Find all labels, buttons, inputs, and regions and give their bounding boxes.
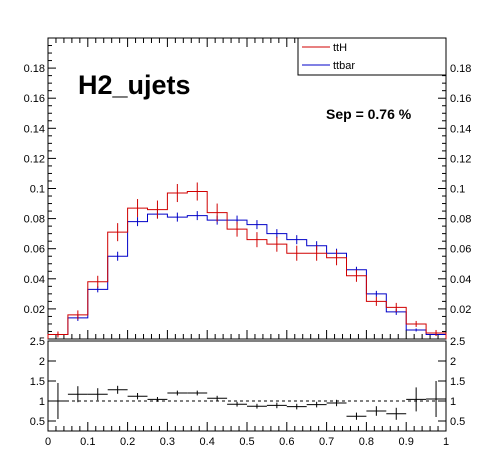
ratio-x-tick-label: 0.7 bbox=[319, 436, 334, 448]
main-y-tick-label-right: 0.12 bbox=[450, 153, 471, 165]
ratio-y-tick-label-right: 1 bbox=[450, 396, 456, 408]
ratio-x-tick-label: 0 bbox=[45, 436, 51, 448]
ratio-panel: 0.511.522.5 0.511.522.5 0 0.1 0.2 0.3 0.4 0.5… bbox=[30, 336, 466, 448]
ratio-y-tick-label-left: 1 bbox=[39, 396, 45, 408]
separation-annotation: Sep = 0.76 % bbox=[326, 106, 412, 122]
ratio-y-tick-label-left: 2.5 bbox=[30, 336, 45, 348]
ratio-x-tick-label: 0.1 bbox=[80, 436, 95, 448]
main-y-tick-label-right: 0.1 bbox=[450, 184, 465, 196]
main-y-tick-label-right: 0.14 bbox=[450, 123, 471, 135]
main-y-tick-label-left: 0.16 bbox=[24, 93, 45, 105]
main-y-tick-label-left: 0.02 bbox=[24, 304, 45, 316]
ratio-x-tick-label: 0.9 bbox=[399, 436, 414, 448]
ratio-y-tick-label-right: 0.5 bbox=[450, 416, 465, 428]
legend: ttH ttbar bbox=[298, 38, 446, 75]
ratio-x-tick-label: 0.8 bbox=[359, 436, 374, 448]
ratio-x-tick-label: 0.5 bbox=[239, 436, 254, 448]
legend-box bbox=[298, 38, 446, 75]
ratio-x-tick-label: 0.3 bbox=[160, 436, 175, 448]
ratio-y-tick-label-right: 1.5 bbox=[450, 376, 465, 388]
chart-title: H2_ujets bbox=[78, 70, 191, 100]
main-y-tick-label-right: 0.04 bbox=[450, 274, 471, 286]
main-y-tick-label-right: 0.18 bbox=[450, 63, 471, 75]
ratio-y-tick-label-left: 2 bbox=[39, 356, 45, 368]
ratio-y-tick-label-left: 0.5 bbox=[30, 416, 45, 428]
main-y-tick-label-left: 0.14 bbox=[24, 123, 45, 135]
main-y-tick-label-left: 0.1 bbox=[30, 184, 45, 196]
legend-label-ttbar: ttbar bbox=[333, 60, 355, 72]
ratio-plot-frame bbox=[48, 341, 446, 431]
legend-label-tth: ttH bbox=[333, 42, 347, 54]
main-y-tick-label-left: 0.04 bbox=[24, 274, 45, 286]
main-y-tick-label-right: 0.08 bbox=[450, 214, 471, 226]
main-y-tick-label-left: 0.06 bbox=[24, 244, 45, 256]
main-y-tick-label-left: 0.18 bbox=[24, 63, 45, 75]
main-y-tick-label-right: 0.02 bbox=[450, 304, 471, 316]
ratio-y-tick-label-right: 2.5 bbox=[450, 336, 465, 348]
ratio-x-tick-label: 1 bbox=[443, 436, 449, 448]
ratio-x-tick-label: 0.2 bbox=[120, 436, 135, 448]
main-y-tick-label-left: 0.08 bbox=[24, 214, 45, 226]
main-y-tick-label-right: 0.16 bbox=[450, 93, 471, 105]
ratio-x-tick-label: 0.6 bbox=[279, 436, 294, 448]
main-panel: 0.02 0.04 0.06 0.08 0.1 0.12 0.14 0.16 0.18 0.02… bbox=[24, 38, 472, 339]
ratio-y-tick-label-right: 2 bbox=[450, 356, 456, 368]
main-y-tick-label-right: 0.06 bbox=[450, 244, 471, 256]
main-y-tick-label-left: 0.12 bbox=[24, 153, 45, 165]
ratio-x-tick-label: 0.4 bbox=[200, 436, 215, 448]
ratio-y-tick-label-left: 1.5 bbox=[30, 376, 45, 388]
